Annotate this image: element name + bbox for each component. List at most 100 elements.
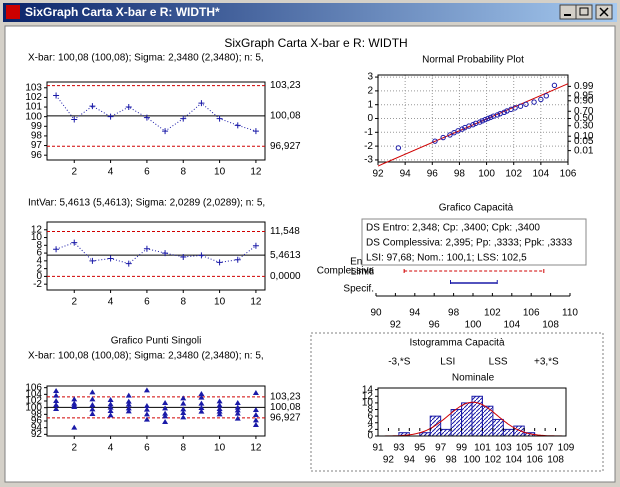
minimize-button[interactable] bbox=[559, 4, 577, 20]
y-tick-label: 0 bbox=[367, 431, 373, 442]
point bbox=[395, 145, 402, 151]
y-tick-label: 0 bbox=[367, 113, 373, 124]
point bbox=[216, 115, 223, 122]
y-tick-label: 92 bbox=[31, 429, 43, 440]
point bbox=[234, 410, 241, 416]
y-tick-label: 94 bbox=[31, 422, 43, 433]
normal-curve bbox=[378, 401, 566, 437]
x-tick-label: 94 bbox=[404, 455, 416, 466]
y-tick-label: 10 bbox=[31, 232, 43, 243]
y-tick-label: 100 bbox=[25, 402, 42, 413]
limit-label: 103,23 bbox=[270, 80, 301, 91]
point bbox=[216, 259, 223, 266]
bar bbox=[461, 402, 473, 437]
y2-tick-label: 0.50 bbox=[574, 113, 594, 124]
point bbox=[143, 387, 150, 393]
y-tick-label: 98 bbox=[31, 131, 43, 142]
x-tick-label: 6 bbox=[144, 167, 150, 178]
x-tick-label: 104 bbox=[503, 320, 520, 331]
point bbox=[180, 253, 187, 260]
bar bbox=[513, 425, 525, 437]
y-tick-label: 102 bbox=[25, 396, 42, 407]
chart-title: Grafico Punti Singoli bbox=[111, 336, 202, 347]
point bbox=[459, 126, 465, 132]
point bbox=[53, 402, 60, 407]
y-tick-label: 4 bbox=[36, 255, 42, 266]
x-tick-label: 8 bbox=[180, 297, 186, 308]
point bbox=[89, 406, 96, 412]
plot-area bbox=[377, 74, 569, 163]
y-tick-label: 1 bbox=[367, 99, 373, 110]
y-tick-label: -1 bbox=[364, 127, 373, 138]
point bbox=[551, 82, 558, 89]
point bbox=[482, 116, 488, 123]
x-tick-label: 91 bbox=[372, 443, 384, 454]
x-tick-label: 12 bbox=[250, 443, 262, 454]
point bbox=[162, 410, 169, 416]
x-tick-label: 100 bbox=[478, 169, 495, 180]
bar bbox=[450, 409, 463, 437]
selected-panel-frame[interactable] bbox=[310, 332, 604, 472]
x-tick-label: 6 bbox=[144, 443, 150, 454]
point bbox=[447, 132, 453, 138]
bar bbox=[440, 428, 452, 437]
x-tick-label: 10 bbox=[214, 297, 226, 308]
x-tick-label: 94 bbox=[400, 169, 412, 180]
marker-label: +3,*S bbox=[534, 357, 559, 368]
point bbox=[180, 400, 187, 406]
y-tick-label: 8 bbox=[36, 240, 42, 251]
limit-label: 96,927 bbox=[270, 413, 301, 424]
main-title: SixGraph Carta X-bar e R: WIDTH bbox=[224, 36, 407, 50]
fit-line bbox=[377, 83, 569, 167]
point bbox=[234, 256, 241, 263]
point bbox=[71, 116, 78, 123]
point bbox=[125, 260, 132, 267]
x-tick-label: 108 bbox=[547, 455, 564, 466]
point bbox=[477, 119, 483, 125]
point bbox=[143, 416, 150, 422]
x-tick-label: 109 bbox=[558, 443, 575, 454]
y-tick-label: 102 bbox=[25, 92, 42, 103]
y-tick-label: 3 bbox=[367, 72, 373, 83]
x-tick-label: 104 bbox=[505, 455, 522, 466]
point bbox=[198, 100, 205, 107]
maximize-button[interactable] bbox=[575, 4, 593, 20]
point bbox=[107, 401, 114, 407]
point bbox=[125, 408, 132, 414]
y-tick-label: 0 bbox=[36, 271, 42, 282]
point bbox=[432, 138, 438, 144]
point bbox=[252, 242, 259, 249]
y2-tick-label: 0.99 bbox=[574, 81, 594, 92]
point bbox=[543, 93, 549, 99]
x-tick-label: 8 bbox=[180, 167, 186, 178]
x-tick-label: 94 bbox=[409, 308, 421, 319]
stats-line: DS Complessiva: 2,395; Pp: ,3333; Ppk: ,… bbox=[366, 238, 573, 249]
point bbox=[89, 396, 96, 402]
bar bbox=[429, 415, 442, 437]
point bbox=[125, 392, 132, 398]
point bbox=[71, 239, 78, 246]
point bbox=[107, 397, 114, 402]
x-tick-label: 96 bbox=[427, 169, 439, 180]
point bbox=[252, 390, 259, 395]
point bbox=[216, 411, 223, 417]
y-tick-label: 96 bbox=[31, 416, 43, 427]
point bbox=[162, 128, 169, 135]
chart-header: IntVar: 5,4613 (5,4613); Sigma: 2,0289 (… bbox=[28, 198, 265, 209]
point bbox=[470, 122, 476, 128]
point bbox=[538, 96, 544, 103]
y2-tick-label: 0.95 bbox=[574, 90, 594, 101]
y2-tick-label: 0.30 bbox=[574, 120, 594, 131]
point bbox=[53, 392, 60, 398]
x-tick-label: 98 bbox=[446, 455, 458, 466]
point bbox=[234, 400, 241, 405]
point bbox=[143, 245, 150, 252]
x-tick-label: 97 bbox=[435, 443, 447, 454]
y-tick-label: 99 bbox=[31, 121, 43, 132]
point bbox=[143, 403, 150, 408]
marker-label: -3,*S bbox=[388, 357, 411, 368]
point bbox=[440, 134, 446, 141]
point bbox=[252, 412, 259, 417]
x-tick-label: 10 bbox=[214, 167, 226, 178]
point bbox=[494, 112, 501, 118]
